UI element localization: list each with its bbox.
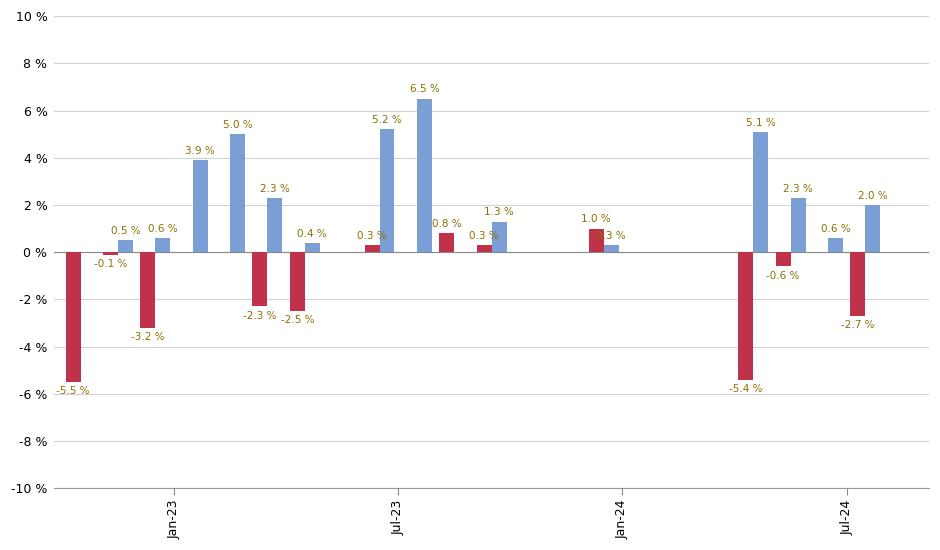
Text: 5.1 %: 5.1 % — [745, 118, 776, 128]
Bar — [305, 243, 320, 252]
Bar — [140, 252, 155, 328]
Bar — [230, 134, 245, 252]
Bar — [791, 198, 806, 252]
Text: 0.6 %: 0.6 % — [821, 224, 851, 234]
Text: -2.5 %: -2.5 % — [280, 316, 314, 326]
Text: 1.0 %: 1.0 % — [582, 214, 611, 224]
Bar — [268, 198, 282, 252]
Text: -5.4 %: -5.4 % — [729, 384, 762, 394]
Bar — [380, 129, 395, 252]
Bar — [603, 245, 619, 252]
Bar — [477, 245, 492, 252]
Bar — [253, 252, 268, 306]
Text: 5.0 %: 5.0 % — [223, 120, 252, 130]
Bar — [193, 160, 208, 252]
Text: 0.3 %: 0.3 % — [469, 231, 499, 241]
Bar — [866, 205, 880, 252]
Bar — [776, 252, 791, 266]
Bar — [118, 240, 133, 252]
Text: 0.5 %: 0.5 % — [111, 226, 140, 236]
Bar — [103, 252, 118, 255]
Text: -3.2 %: -3.2 % — [131, 332, 164, 342]
Text: 0.4 %: 0.4 % — [297, 228, 327, 239]
Bar — [492, 222, 507, 252]
Text: -0.1 %: -0.1 % — [94, 259, 127, 269]
Bar — [417, 99, 431, 252]
Text: 0.3 %: 0.3 % — [597, 231, 626, 241]
Text: 2.3 %: 2.3 % — [260, 184, 290, 194]
Bar — [365, 245, 380, 252]
Text: 0.3 %: 0.3 % — [357, 231, 387, 241]
Text: 0.6 %: 0.6 % — [148, 224, 178, 234]
Bar — [588, 229, 603, 252]
Text: -0.6 %: -0.6 % — [766, 271, 800, 281]
Text: 5.2 %: 5.2 % — [372, 115, 402, 125]
Bar — [753, 132, 768, 252]
Text: 1.3 %: 1.3 % — [484, 207, 514, 217]
Text: 2.3 %: 2.3 % — [783, 184, 813, 194]
Text: 0.8 %: 0.8 % — [432, 219, 462, 229]
Bar — [439, 233, 454, 252]
Text: 3.9 %: 3.9 % — [185, 146, 215, 156]
Text: -2.3 %: -2.3 % — [243, 311, 276, 321]
Text: -2.7 %: -2.7 % — [841, 320, 874, 330]
Bar — [155, 238, 170, 252]
Text: -5.5 %: -5.5 % — [56, 386, 90, 397]
Bar — [66, 252, 81, 382]
Bar — [290, 252, 305, 311]
Bar — [738, 252, 753, 380]
Text: 2.0 %: 2.0 % — [858, 191, 887, 201]
Bar — [828, 238, 843, 252]
Bar — [851, 252, 866, 316]
Text: 6.5 %: 6.5 % — [410, 85, 439, 95]
